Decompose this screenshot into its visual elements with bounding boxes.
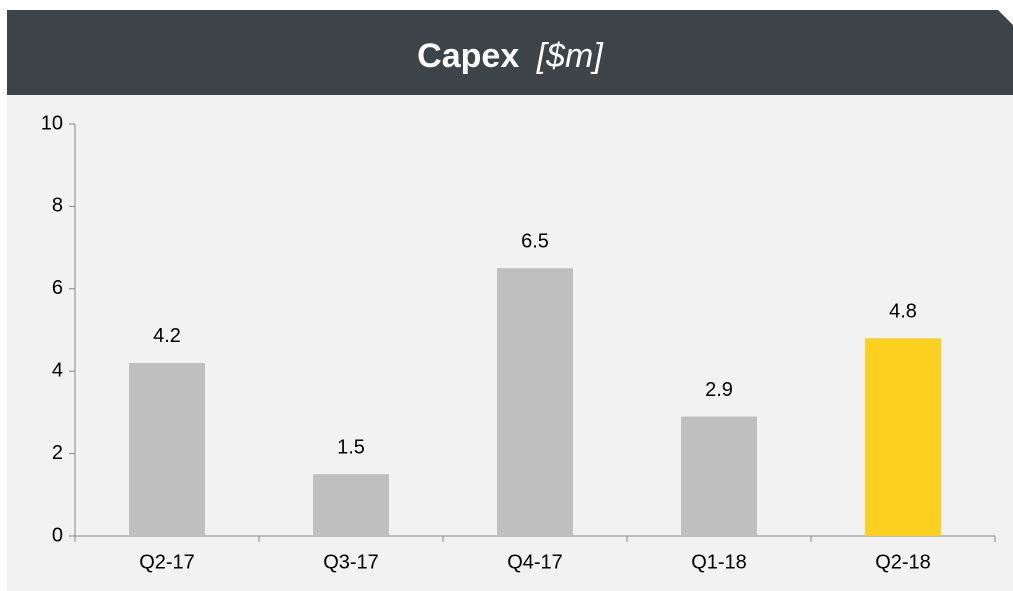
y-tick-label: 4 (52, 359, 63, 381)
title-unit: [$m] (536, 37, 605, 75)
y-tick-label: 10 (41, 112, 63, 134)
bar (129, 362, 205, 536)
chart-title: Capex [$m] (417, 37, 604, 75)
y-tick-label: 2 (52, 442, 63, 464)
bar (865, 338, 941, 536)
x-tick-label: Q4-17 (507, 551, 563, 573)
data-label: 4.2 (153, 325, 181, 347)
data-label: 2.9 (705, 379, 733, 401)
y-tick-label: 8 (52, 195, 63, 217)
title-main: Capex (417, 37, 519, 75)
x-tick-label: Q2-17 (139, 551, 195, 573)
header-band (7, 10, 1013, 95)
x-tick-label: Q2-18 (875, 551, 931, 573)
x-tick-label: Q3-17 (323, 551, 379, 573)
data-label: 4.8 (889, 301, 917, 323)
x-tick-label: Q1-18 (691, 551, 747, 573)
bar (497, 268, 573, 536)
bar (313, 474, 389, 536)
y-tick-label: 6 (52, 277, 63, 299)
data-label: 1.5 (337, 436, 365, 458)
y-tick-label: 0 (52, 524, 63, 546)
bar (681, 416, 757, 536)
data-label: 6.5 (521, 230, 549, 252)
